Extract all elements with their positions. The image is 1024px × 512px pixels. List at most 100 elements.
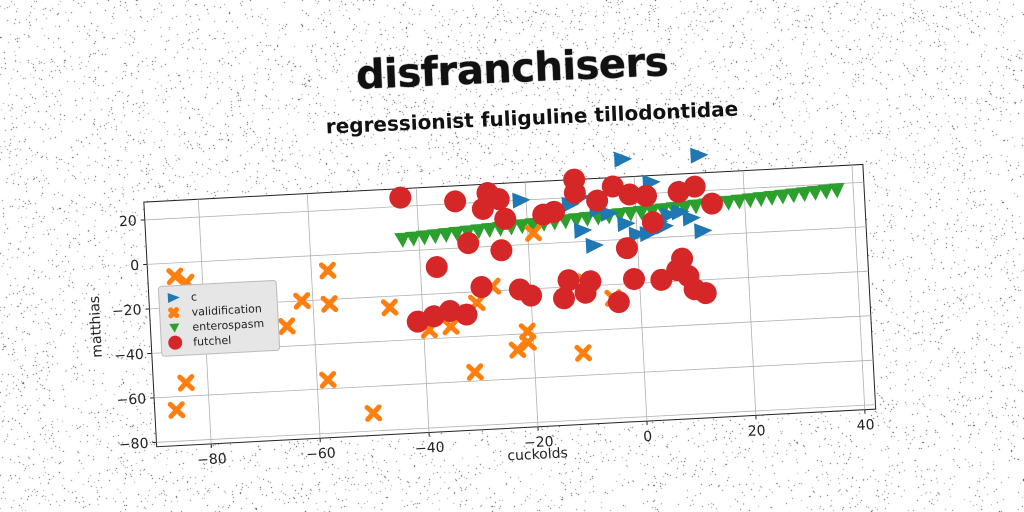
data-point-validification — [508, 341, 527, 359]
data-point-validification — [177, 373, 195, 392]
data-point-futchel — [455, 303, 478, 326]
x-stroke — [509, 341, 526, 359]
data-point-futchel — [700, 192, 723, 215]
data-point-futchel — [470, 276, 493, 299]
legend-box — [157, 279, 281, 357]
data-point-enterospasm — [774, 189, 791, 205]
y-tick-label: 0 — [130, 258, 140, 274]
y-tick-label: −60 — [116, 391, 146, 409]
data-point-enterospasm — [513, 218, 530, 235]
data-point-validification — [519, 333, 537, 352]
data-point-futchel — [650, 268, 673, 291]
x-gridline — [415, 187, 430, 433]
x-axis-ticks: −80 −60 −40 −20 0 20 40 — [197, 409, 875, 469]
data-point-enterospasm — [405, 231, 422, 247]
x-stroke — [466, 363, 484, 381]
data-point-futchel — [635, 184, 658, 207]
data-point-enterospasm — [719, 195, 736, 211]
data-point-futchel — [444, 190, 467, 213]
legend-label-futchel: futchel — [193, 334, 232, 349]
data-point-c — [690, 147, 709, 164]
x-tick-label: 40 — [856, 417, 875, 434]
data-point-enterospasm — [730, 194, 747, 210]
data-point-c — [628, 226, 648, 243]
x-tick-label: −80 — [197, 451, 227, 469]
data-point-c — [613, 151, 633, 168]
x-gridline — [633, 176, 648, 422]
data-point-enterospasm — [415, 229, 432, 246]
data-point-futchel — [425, 256, 448, 279]
data-point-c — [561, 196, 580, 213]
data-point-futchel — [683, 175, 706, 198]
x-stroke — [442, 317, 459, 336]
x-stroke — [381, 298, 398, 317]
data-point-validification — [364, 404, 383, 422]
data-point-futchel — [607, 291, 630, 314]
data-point-c — [617, 216, 636, 233]
y-gridline — [154, 359, 874, 399]
x-stroke — [319, 371, 337, 389]
data-point-futchel — [586, 189, 609, 212]
data-point-enterospasm — [828, 182, 845, 199]
data-point-futchel — [618, 183, 641, 206]
data-point-futchel — [471, 197, 494, 220]
data-points — [166, 147, 845, 422]
data-point-enterospasm — [481, 222, 498, 238]
x-tick-label: −60 — [306, 445, 336, 463]
x-tick-label: −40 — [415, 440, 445, 458]
data-point-enterospasm — [752, 191, 769, 207]
x-stroke — [166, 267, 184, 286]
data-point-futchel — [438, 299, 461, 322]
data-point-futchel — [457, 232, 480, 255]
data-point-futchel — [601, 175, 624, 198]
data-point-enterospasm — [806, 185, 823, 201]
data-point-enterospasm — [470, 223, 487, 240]
x-tick-label: 0 — [643, 429, 653, 445]
x-tick-label: 20 — [747, 423, 766, 440]
legend-marker-c — [167, 292, 180, 303]
data-point-enterospasm — [567, 212, 584, 229]
data-point-futchel — [389, 186, 412, 209]
data-point-futchel — [694, 282, 717, 305]
data-point-futchel — [671, 247, 694, 270]
data-point-futchel — [494, 207, 517, 230]
data-point-futchel — [487, 188, 510, 211]
data-point-futchel — [553, 287, 576, 310]
data-point-enterospasm — [687, 199, 704, 215]
y-axis-label: matthias — [87, 295, 106, 358]
x-gridline — [742, 170, 757, 416]
data-point-futchel — [406, 310, 429, 333]
y-gridline — [156, 404, 876, 443]
data-point-c — [682, 210, 701, 227]
data-point-c — [512, 192, 531, 209]
data-point-futchel — [543, 200, 566, 223]
x-stroke — [575, 344, 592, 362]
data-point-enterospasm — [448, 226, 465, 242]
data-point-enterospasm — [763, 190, 780, 206]
data-point-enterospasm — [426, 228, 443, 245]
legend-label-enterospasm: enterospasm — [192, 317, 264, 334]
data-point-validification — [319, 371, 337, 389]
data-point-futchel — [563, 181, 586, 204]
x-stroke — [293, 292, 311, 310]
data-point-futchel — [641, 211, 664, 234]
x-stroke — [319, 261, 336, 280]
legend-marker-validification — [168, 307, 180, 319]
x-stroke — [365, 404, 382, 422]
data-point-enterospasm — [795, 186, 812, 203]
data-point-c — [660, 207, 679, 224]
data-point-enterospasm — [394, 232, 411, 248]
x-stroke — [278, 317, 296, 336]
x-gridline — [306, 193, 321, 439]
data-point-c — [694, 223, 713, 240]
x-tick-label: −20 — [524, 434, 554, 452]
data-point-enterospasm — [437, 227, 454, 243]
data-point-validification — [278, 317, 296, 336]
data-point-c — [573, 222, 593, 239]
data-point-validification — [293, 292, 311, 310]
x-stroke — [525, 224, 542, 242]
data-point-c — [639, 226, 658, 243]
data-point-enterospasm — [741, 192, 758, 209]
data-point-c — [600, 205, 619, 222]
